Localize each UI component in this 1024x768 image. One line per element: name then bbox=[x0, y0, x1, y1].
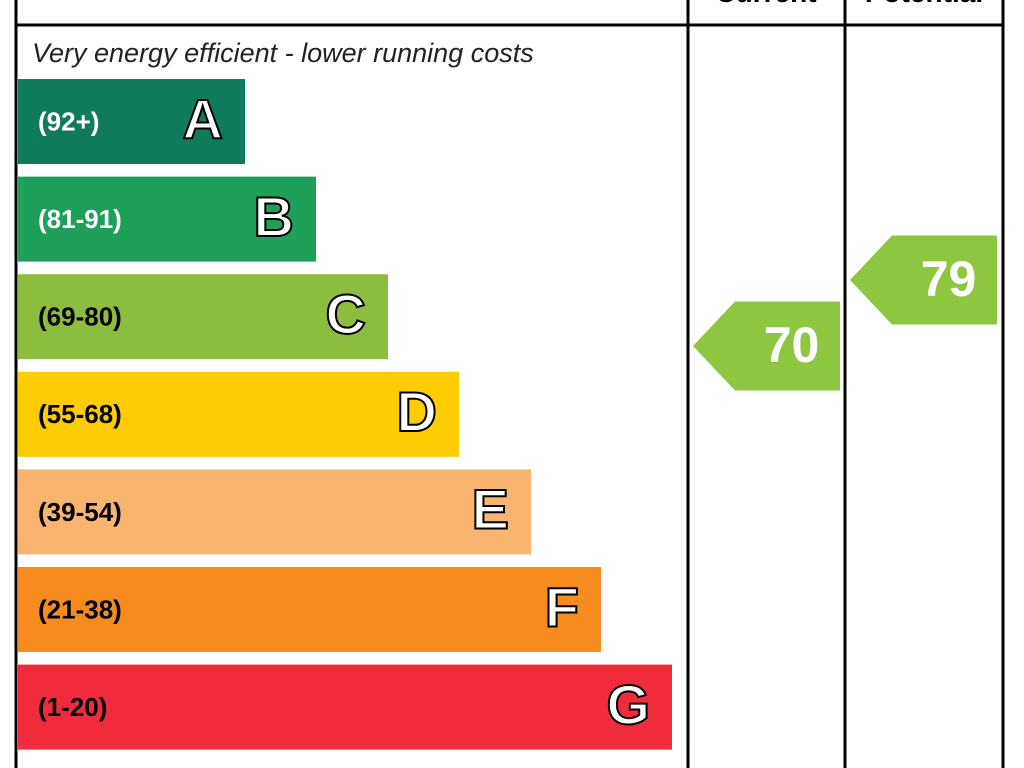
band-range: (69-80) bbox=[38, 302, 122, 332]
potential-header: Potential bbox=[865, 0, 983, 8]
frame bbox=[14, 0, 1005, 768]
rating-arrow bbox=[850, 235, 997, 325]
note: Very energy efficient - lower running co… bbox=[32, 38, 534, 68]
band-range: (21-38) bbox=[38, 594, 122, 624]
band-range: (92+) bbox=[38, 106, 99, 136]
band-bar bbox=[18, 274, 388, 360]
band-bar bbox=[18, 371, 459, 457]
band-letter: F bbox=[545, 575, 579, 638]
current-header: Current bbox=[715, 0, 816, 8]
rating-value: 70 bbox=[764, 317, 820, 373]
band-bar bbox=[18, 469, 531, 555]
band-letter: D bbox=[397, 380, 437, 443]
band-letter: A bbox=[183, 87, 223, 150]
band-range: (81-91) bbox=[38, 204, 122, 234]
band-range: (39-54) bbox=[38, 497, 122, 527]
band-bar bbox=[18, 664, 672, 750]
rating-arrow bbox=[693, 301, 840, 391]
band-letter: G bbox=[606, 673, 650, 736]
band-range: (55-68) bbox=[38, 399, 122, 429]
band-range: (1-20) bbox=[38, 692, 107, 722]
band-letter: E bbox=[472, 478, 509, 541]
band-bar bbox=[18, 176, 316, 262]
band-letter: B bbox=[254, 185, 294, 248]
band-letter: C bbox=[326, 282, 366, 345]
band-bar bbox=[18, 79, 245, 164]
rating-value: 79 bbox=[921, 251, 977, 307]
band-bar bbox=[18, 567, 601, 652]
